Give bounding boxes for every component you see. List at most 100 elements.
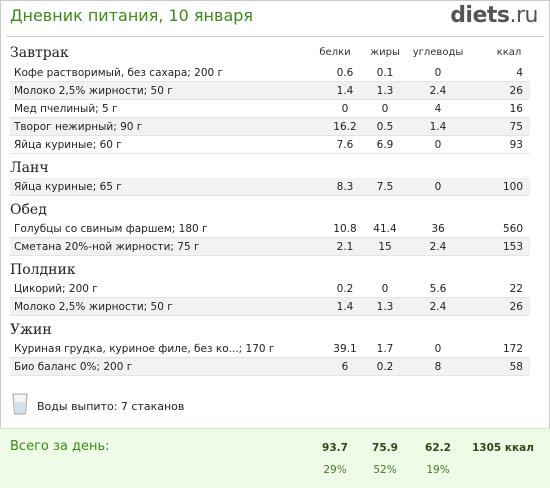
food-carbs: 4 — [434, 103, 442, 115]
food-row: Молоко 2,5% жирности; 50 г 1.4 1.3 2.4 2… — [10, 82, 530, 100]
logo-tld: .ru — [509, 3, 539, 28]
food-name: Яйца куриные; 65 г — [14, 181, 122, 193]
glass-icon — [12, 393, 28, 415]
total-kcal: 1305 ккал — [472, 442, 534, 454]
food-fat: 0.2 — [376, 361, 394, 373]
header-divider — [6, 36, 544, 37]
section-lunch: Ланч — [10, 160, 49, 176]
food-kcal: 58 — [509, 361, 523, 373]
totals-label: Всего за день: — [10, 439, 110, 454]
column-headers: белки жиры углеводы ккал — [0, 47, 550, 61]
food-carbs: 0 — [434, 139, 442, 151]
food-kcal: 93 — [509, 139, 523, 151]
section-snack: Полдник — [10, 262, 76, 278]
fat-percent: 52% — [373, 464, 397, 476]
food-carbs: 0 — [434, 181, 442, 193]
water-intake: Воды выпито: 7 стаканов — [12, 393, 412, 417]
food-row: Молоко 2,5% жирности; 50 г 1.4 1.3 2.4 2… — [10, 298, 530, 316]
food-carbs: 8 — [434, 361, 442, 373]
food-kcal: 172 — [502, 343, 523, 355]
food-protein: 1.4 — [336, 85, 354, 97]
food-kcal: 75 — [509, 121, 523, 133]
column-kcal: ккал — [496, 47, 522, 58]
food-fat: 1.3 — [376, 85, 394, 97]
food-name: Сметана 20%-ной жирности; 75 г — [14, 241, 200, 253]
food-protein: 10.8 — [333, 223, 357, 235]
food-kcal: 26 — [509, 301, 523, 313]
food-carbs: 36 — [431, 223, 445, 235]
food-row: Кофе растворимый, без сахара; 200 г 0.6 … — [10, 64, 530, 82]
food-fat: 0.5 — [376, 121, 394, 133]
food-row: Мед пчелиный; 5 г 0 0 4 16 — [10, 100, 530, 118]
food-fat: 0 — [381, 103, 389, 115]
food-name: Молоко 2,5% жирности; 50 г — [14, 85, 173, 97]
food-row: Яйца куриные; 60 г 7.6 6.9 0 93 — [10, 136, 530, 154]
food-protein: 39.1 — [333, 343, 357, 355]
food-name: Био баланс 0%; 200 г — [14, 361, 133, 373]
food-row: Сметана 20%-ной жирности; 75 г 2.1 15 2.… — [10, 238, 530, 256]
food-protein: 16.2 — [333, 121, 357, 133]
food-protein: 8.3 — [336, 181, 354, 193]
food-kcal: 560 — [502, 223, 523, 235]
water-text: Воды выпито: 7 стаканов — [37, 400, 185, 413]
food-carbs: 0 — [434, 67, 442, 79]
food-kcal: 153 — [502, 241, 523, 253]
food-name: Молоко 2,5% жирности; 50 г — [14, 301, 173, 313]
total-fat: 75.9 — [372, 442, 398, 454]
food-carbs: 2.4 — [429, 301, 447, 313]
food-protein: 0.6 — [336, 67, 354, 79]
food-kcal: 22 — [509, 283, 523, 295]
food-carbs: 0 — [434, 343, 442, 355]
protein-percent: 29% — [323, 464, 347, 476]
column-protein: белки — [319, 47, 351, 58]
column-fat: жиры — [370, 47, 400, 58]
food-fat: 6.9 — [376, 139, 394, 151]
total-protein: 93.7 — [322, 442, 348, 454]
food-protein: 7.6 — [336, 139, 354, 151]
food-name: Голубцы со свиным фаршем; 180 г — [14, 223, 208, 235]
food-fat: 0.1 — [376, 67, 394, 79]
food-kcal: 100 — [502, 181, 523, 193]
site-logo[interactable]: diets.ru — [450, 3, 538, 28]
food-name: Творог нежирный; 90 г — [14, 121, 143, 133]
food-kcal: 26 — [509, 85, 523, 97]
food-kcal: 4 — [516, 67, 523, 79]
food-fat: 41.4 — [373, 223, 397, 235]
food-row: Яйца куриные; 65 г 8.3 7.5 0 100 — [10, 178, 530, 196]
food-protein: 0 — [341, 103, 349, 115]
food-fat: 1.7 — [376, 343, 394, 355]
food-row: Био баланс 0%; 200 г 6 0.2 8 58 — [10, 358, 530, 376]
carbs-percent: 19% — [426, 464, 450, 476]
food-carbs: 2.4 — [429, 85, 447, 97]
header: Дневник питания, 10 января diets.ru — [0, 0, 550, 36]
food-kcal: 16 — [509, 103, 523, 115]
total-carbs: 62.2 — [425, 442, 451, 454]
food-carbs: 5.6 — [429, 283, 447, 295]
food-name: Мед пчелиный; 5 г — [14, 103, 118, 115]
food-carbs: 1.4 — [429, 121, 447, 133]
food-row: Творог нежирный; 90 г 16.2 0.5 1.4 75 — [10, 118, 530, 136]
section-breakfast: Завтрак — [10, 45, 69, 61]
page-title: Дневник питания, 10 января — [10, 6, 254, 25]
food-carbs: 2.4 — [429, 241, 447, 253]
food-protein: 1.4 — [336, 301, 354, 313]
logo-main: diets — [450, 3, 510, 28]
food-name: Яйца куриные; 60 г — [14, 139, 122, 151]
food-fat: 0 — [381, 283, 389, 295]
food-fat: 1.3 — [376, 301, 394, 313]
daily-totals: Всего за день: 93.7 75.9 62.2 1305 ккал … — [0, 428, 550, 488]
column-carbs: углеводы — [412, 47, 464, 58]
food-name: Кофе растворимый, без сахара; 200 г — [14, 67, 224, 79]
food-row: Куриная грудка, куриное филе, без ко...;… — [10, 340, 530, 358]
section-dinner: Обед — [10, 202, 47, 218]
food-protein: 0.2 — [336, 283, 354, 295]
section-supper: Ужин — [10, 322, 52, 338]
food-fat: 15 — [378, 241, 392, 253]
food-row: Голубцы со свиным фаршем; 180 г 10.8 41.… — [10, 220, 530, 238]
food-fat: 7.5 — [376, 181, 394, 193]
food-protein: 6 — [341, 361, 349, 373]
food-row: Цикорий; 200 г 0.2 0 5.6 22 — [10, 280, 530, 298]
food-name: Куриная грудка, куриное филе, без ко...;… — [14, 343, 275, 355]
food-protein: 2.1 — [336, 241, 354, 253]
food-name: Цикорий; 200 г — [14, 283, 98, 295]
